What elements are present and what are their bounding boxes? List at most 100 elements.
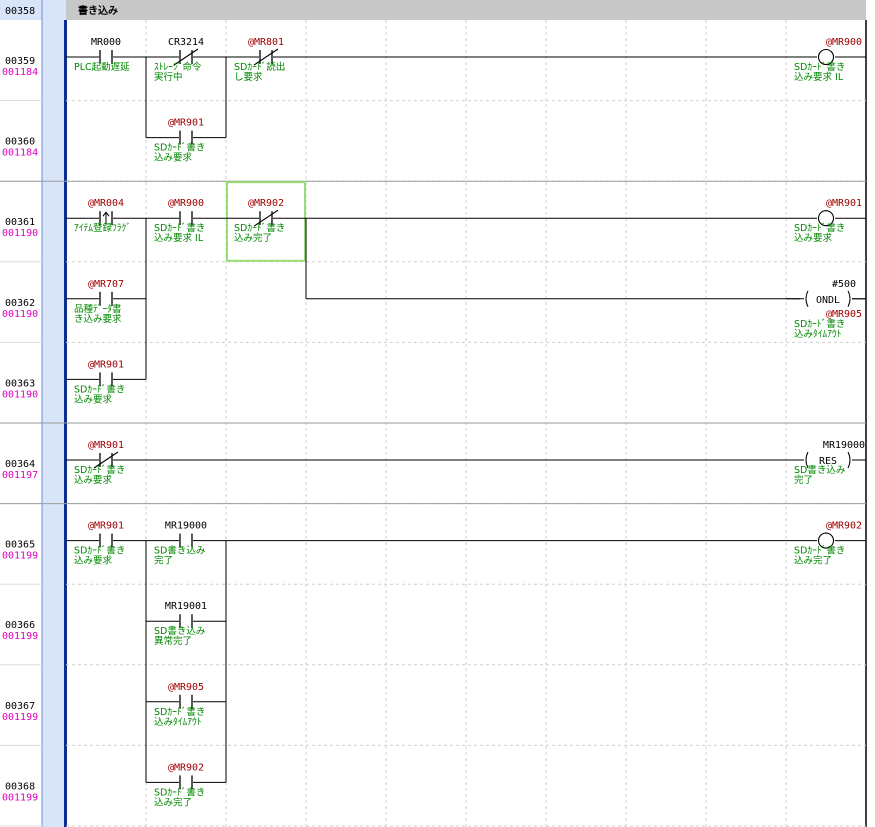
contact-no-symbol <box>179 211 193 226</box>
device-comment: SD書き込み <box>154 545 205 557</box>
device-comment: 実行中 <box>154 71 183 83</box>
device-comment: SDｶｰﾄﾞ書き <box>794 222 845 234</box>
device-label: @MR901 <box>88 359 124 370</box>
device-comment: 込み要求 IL <box>794 71 844 83</box>
device-comment: SD書き込み <box>794 464 845 476</box>
device-comment: 異常完了 <box>154 635 192 647</box>
device-comment: SDｶｰﾄﾞ書き <box>74 383 125 395</box>
device-comment: 込み完了 <box>794 555 832 567</box>
step-number: 001184 <box>2 67 38 78</box>
device-comment: 完了 <box>794 474 813 486</box>
cell-cursor <box>226 181 306 262</box>
device-label: MR19001 <box>165 601 207 612</box>
ladder-contact[interactable]: MR000 PLC起動遅延 <box>74 37 130 73</box>
device-comment: 込み要求 <box>74 474 113 486</box>
instruction-label: ONDL <box>816 295 840 306</box>
step-number: 001199 <box>2 551 38 562</box>
device-comment: ｽﾄﾚｰｼﾞ命令 <box>154 61 202 73</box>
coil-out-symbol <box>817 48 835 66</box>
step-number: 001190 <box>2 228 38 239</box>
device-label: MR19000 <box>823 440 865 451</box>
contact-rise-symbol <box>99 211 113 226</box>
section-comment-row[interactable]: 00358 書き込み <box>0 0 866 20</box>
device-label: MR000 <box>91 37 121 48</box>
device-comment: ｱｲﾃﾑ登録ﾌﾗｸﾞ <box>74 222 131 234</box>
device-label: @MR901 <box>88 521 124 532</box>
device-label: @MR004 <box>88 198 124 209</box>
device-label: @MR901 <box>88 440 124 451</box>
device-label: @MR902 <box>168 762 204 773</box>
step-number: 001197 <box>2 470 38 481</box>
device-comment: 込み要求 <box>794 232 833 244</box>
contact-nc-symbol <box>253 48 279 66</box>
device-comment: 込み要求 <box>74 555 113 567</box>
coil-out-symbol <box>817 210 835 227</box>
device-comment: SD書き込み <box>154 625 205 637</box>
device-comment: SDｶｰﾄﾞ書き <box>74 545 125 557</box>
ladder-contact[interactable]: @MR004 ｱｲﾃﾑ登録ﾌﾗｸﾞ <box>74 198 131 234</box>
contact-no-symbol <box>179 694 193 709</box>
contact-no-symbol <box>179 130 193 145</box>
device-comment: SDｶｰﾄﾞ書き <box>154 142 205 154</box>
device-label: @MR901 <box>168 118 204 129</box>
device-label: @MR801 <box>248 37 284 48</box>
device-label: @MR901 <box>826 198 862 209</box>
device-label: @MR900 <box>826 37 862 48</box>
contact-nc-symbol <box>173 48 199 66</box>
line-number: 00366 <box>5 620 35 631</box>
instruction-label: RES <box>819 456 837 467</box>
line-number: 00368 <box>5 781 35 792</box>
device-comment: SDｶｰﾄﾞ書き <box>74 464 125 476</box>
device-comment: SDｶｰﾄﾞ書き <box>234 222 285 234</box>
device-label: #500 <box>832 279 856 290</box>
device-comment: 込みﾀｲﾑｱｳﾄ <box>154 717 202 728</box>
step-number: 001190 <box>2 309 38 320</box>
wires <box>66 56 866 783</box>
device-comment: 込みﾀｲﾑｱｳﾄ <box>794 329 842 340</box>
line-number: 00364 <box>5 459 35 470</box>
line-number: 00362 <box>5 298 35 309</box>
contact-no-symbol <box>99 291 113 306</box>
line-number: 00358 <box>5 6 35 17</box>
device-comment: き込み要求 <box>74 313 122 325</box>
device-comment: し要求 <box>234 71 263 83</box>
section-comment-text: 書き込み <box>78 4 118 17</box>
device-comment: 品種ﾃﾞｰﾀ書 <box>74 303 122 315</box>
device-comment: SDｶｰﾄﾞ書き <box>154 786 205 798</box>
step-number: 001199 <box>2 792 38 803</box>
device-comment: SDｶｰﾄﾞ書き <box>794 545 845 557</box>
device-label: @MR905 <box>168 682 204 693</box>
contact-no-symbol <box>179 775 193 790</box>
device-label: @MR902 <box>826 521 862 532</box>
device-comment: 込み要求 <box>74 393 113 405</box>
